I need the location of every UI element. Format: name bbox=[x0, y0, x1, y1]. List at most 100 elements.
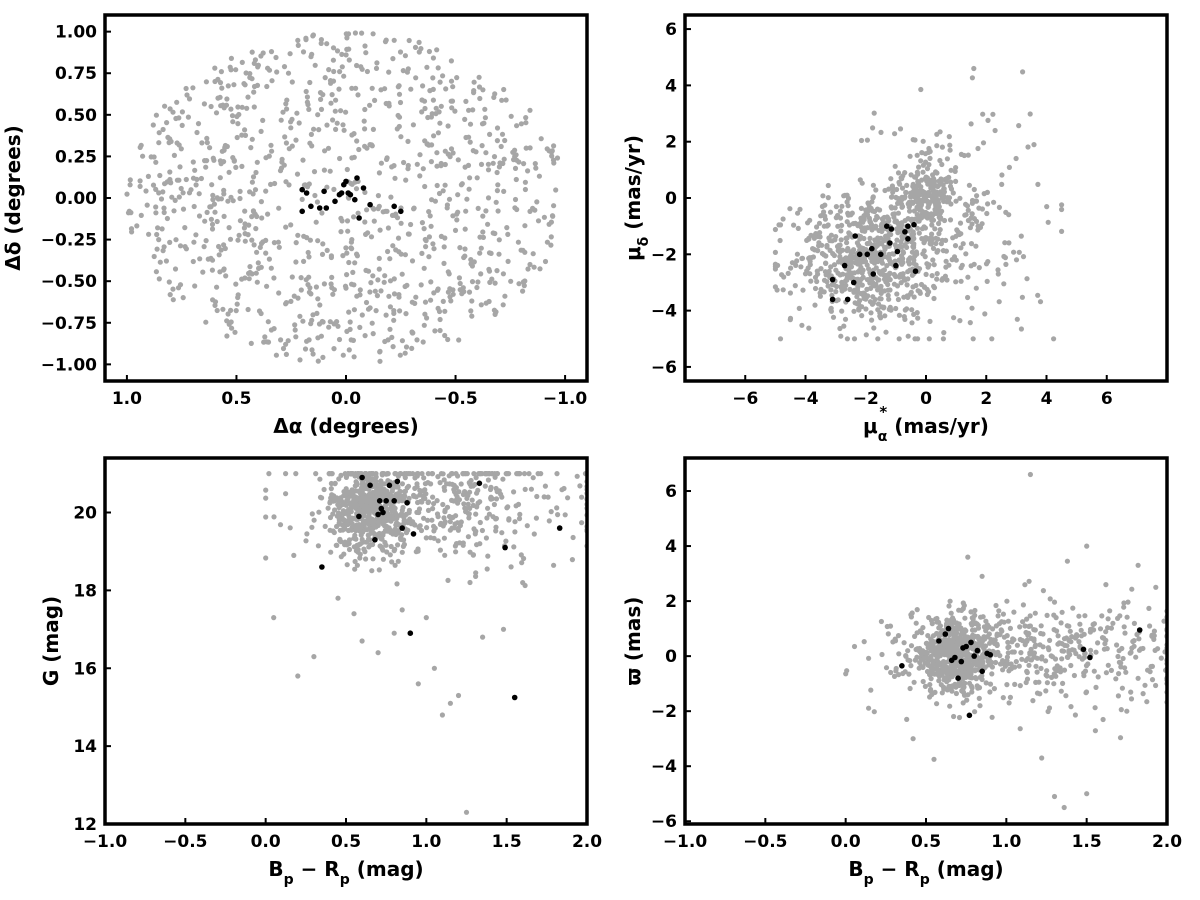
member-star-point bbox=[398, 208, 404, 215]
field-star-point bbox=[294, 171, 301, 177]
field-star-point bbox=[947, 598, 953, 604]
field-star-point bbox=[999, 181, 1005, 187]
field-star-point bbox=[434, 150, 440, 156]
field-star-point bbox=[302, 346, 309, 352]
field-star-point bbox=[1005, 650, 1011, 656]
field-star-point bbox=[920, 625, 926, 631]
y-tick-label: 1.00 bbox=[55, 23, 97, 43]
field-star-point bbox=[293, 137, 299, 143]
field-star-point bbox=[968, 609, 974, 615]
field-star-point bbox=[233, 164, 239, 170]
field-star-point bbox=[330, 117, 336, 123]
field-star-point bbox=[1016, 123, 1022, 129]
field-star-point bbox=[242, 127, 248, 133]
field-star-point bbox=[417, 487, 423, 494]
field-star-point bbox=[460, 542, 466, 548]
member-star-point bbox=[869, 245, 875, 252]
field-star-point bbox=[875, 237, 881, 243]
field-star-point bbox=[373, 524, 379, 530]
field-star-point bbox=[275, 239, 281, 245]
field-star-point bbox=[1031, 637, 1037, 644]
field-star-point bbox=[777, 237, 783, 244]
field-star-point bbox=[369, 142, 375, 148]
member-star-point bbox=[476, 480, 483, 487]
field-star-point bbox=[939, 144, 946, 150]
field-star-point bbox=[904, 716, 910, 723]
field-star-point bbox=[403, 344, 410, 350]
field-star-point bbox=[204, 158, 210, 164]
field-star-point bbox=[544, 239, 551, 245]
field-star-point bbox=[930, 257, 936, 263]
field-star-point bbox=[944, 179, 950, 185]
field-star-point bbox=[500, 160, 506, 167]
field-star-point bbox=[1095, 640, 1101, 646]
field-star-point bbox=[858, 137, 865, 144]
field-star-point bbox=[387, 552, 393, 558]
field-star-point bbox=[469, 263, 475, 269]
field-star-point bbox=[1031, 653, 1037, 660]
field-star-point bbox=[808, 278, 814, 284]
field-star-point bbox=[896, 225, 902, 231]
member-star-point bbox=[375, 511, 381, 518]
field-star-point bbox=[235, 294, 241, 301]
field-star-point bbox=[212, 209, 218, 215]
field-star-point bbox=[1152, 647, 1158, 654]
field-star-point bbox=[246, 270, 252, 276]
field-star-point bbox=[954, 642, 960, 648]
field-star-point bbox=[1078, 627, 1084, 633]
field-star-point bbox=[370, 205, 376, 211]
field-star-point bbox=[485, 195, 492, 201]
field-star-point bbox=[871, 709, 877, 715]
member-star-point bbox=[878, 251, 884, 258]
field-star-point bbox=[983, 628, 989, 634]
field-star-point bbox=[929, 273, 935, 279]
field-star-point bbox=[916, 230, 922, 236]
field-star-point bbox=[396, 114, 403, 120]
field-star-point bbox=[1129, 586, 1135, 592]
field-star-point bbox=[853, 255, 859, 261]
field-star-point bbox=[417, 523, 423, 529]
member-star-point bbox=[911, 221, 917, 228]
field-star-point bbox=[271, 514, 277, 520]
member-star-point bbox=[391, 203, 398, 210]
field-star-point bbox=[881, 214, 887, 221]
field-star-point bbox=[972, 607, 978, 614]
field-star-point bbox=[551, 203, 557, 209]
field-star-point bbox=[863, 247, 869, 253]
field-star-point bbox=[541, 214, 548, 220]
field-star-point bbox=[894, 195, 900, 201]
field-star-point bbox=[925, 633, 931, 639]
field-star-point bbox=[416, 39, 422, 46]
field-star-point bbox=[337, 514, 343, 521]
field-star-point bbox=[249, 214, 255, 220]
field-star-point bbox=[180, 190, 186, 196]
field-star-point bbox=[929, 217, 935, 224]
field-star-point bbox=[254, 213, 260, 220]
field-star-point bbox=[314, 199, 320, 205]
field-star-point bbox=[833, 289, 839, 295]
field-star-point bbox=[345, 507, 351, 513]
field-star-point bbox=[1025, 144, 1031, 150]
field-star-point bbox=[895, 633, 902, 639]
field-star-point bbox=[227, 236, 234, 242]
field-star-point bbox=[496, 237, 502, 243]
field-star-point bbox=[933, 616, 939, 622]
field-star-point bbox=[253, 226, 259, 232]
field-star-point bbox=[839, 203, 845, 209]
field-star-point bbox=[454, 75, 460, 81]
field-star-point bbox=[1026, 662, 1032, 668]
field-star-point bbox=[446, 196, 453, 202]
field-star-point bbox=[844, 668, 850, 674]
field-star-point bbox=[409, 299, 415, 305]
x-axis-label: Bp − Rp (mag) bbox=[848, 857, 1003, 888]
field-star-point bbox=[968, 121, 974, 127]
field-star-point bbox=[220, 306, 226, 312]
field-star-point bbox=[399, 532, 405, 538]
field-star-point bbox=[422, 105, 428, 112]
field-star-point bbox=[442, 161, 448, 168]
field-star-point bbox=[492, 230, 498, 237]
field-star-point bbox=[401, 159, 407, 166]
field-star-point bbox=[500, 302, 506, 308]
field-star-point bbox=[953, 279, 959, 285]
